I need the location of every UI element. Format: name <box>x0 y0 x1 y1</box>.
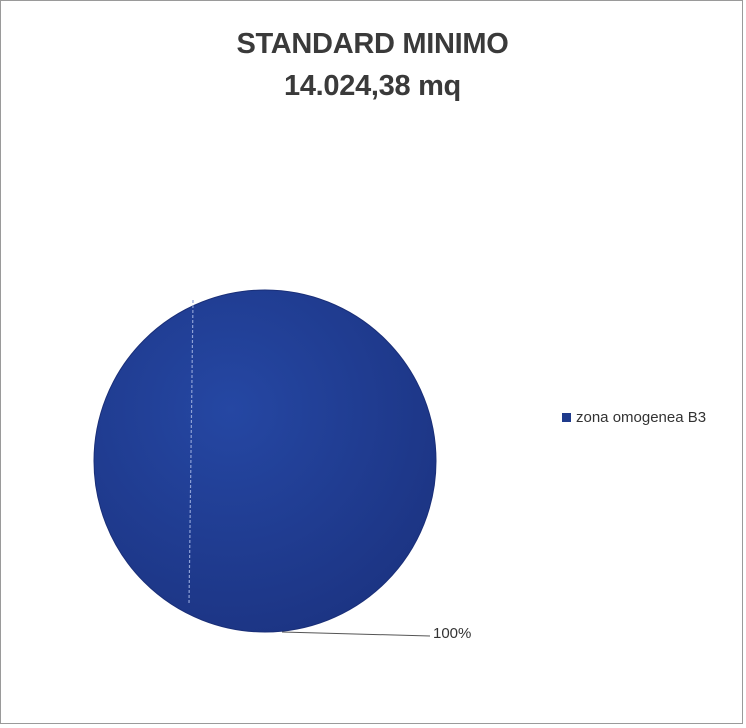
chart-title: STANDARD MINIMO 14.024,38 mq <box>1 23 744 107</box>
legend-label-zona-omogenea-b3: zona omogenea B3 <box>576 409 707 426</box>
chart-title-line-1: STANDARD MINIMO <box>236 28 509 60</box>
data-label-leader-line <box>281 631 431 637</box>
pie-slice-zona-omogenea-b3 <box>93 289 437 633</box>
legend: zona omogenea B3 <box>562 409 706 426</box>
legend-swatch-zona-omogenea-b3 <box>562 413 571 422</box>
pie-slice-seam <box>188 299 194 605</box>
data-label-zona-omogenea-b3: 100% <box>433 625 471 642</box>
chart-title-line-2: 14.024,38 mq <box>284 70 461 102</box>
